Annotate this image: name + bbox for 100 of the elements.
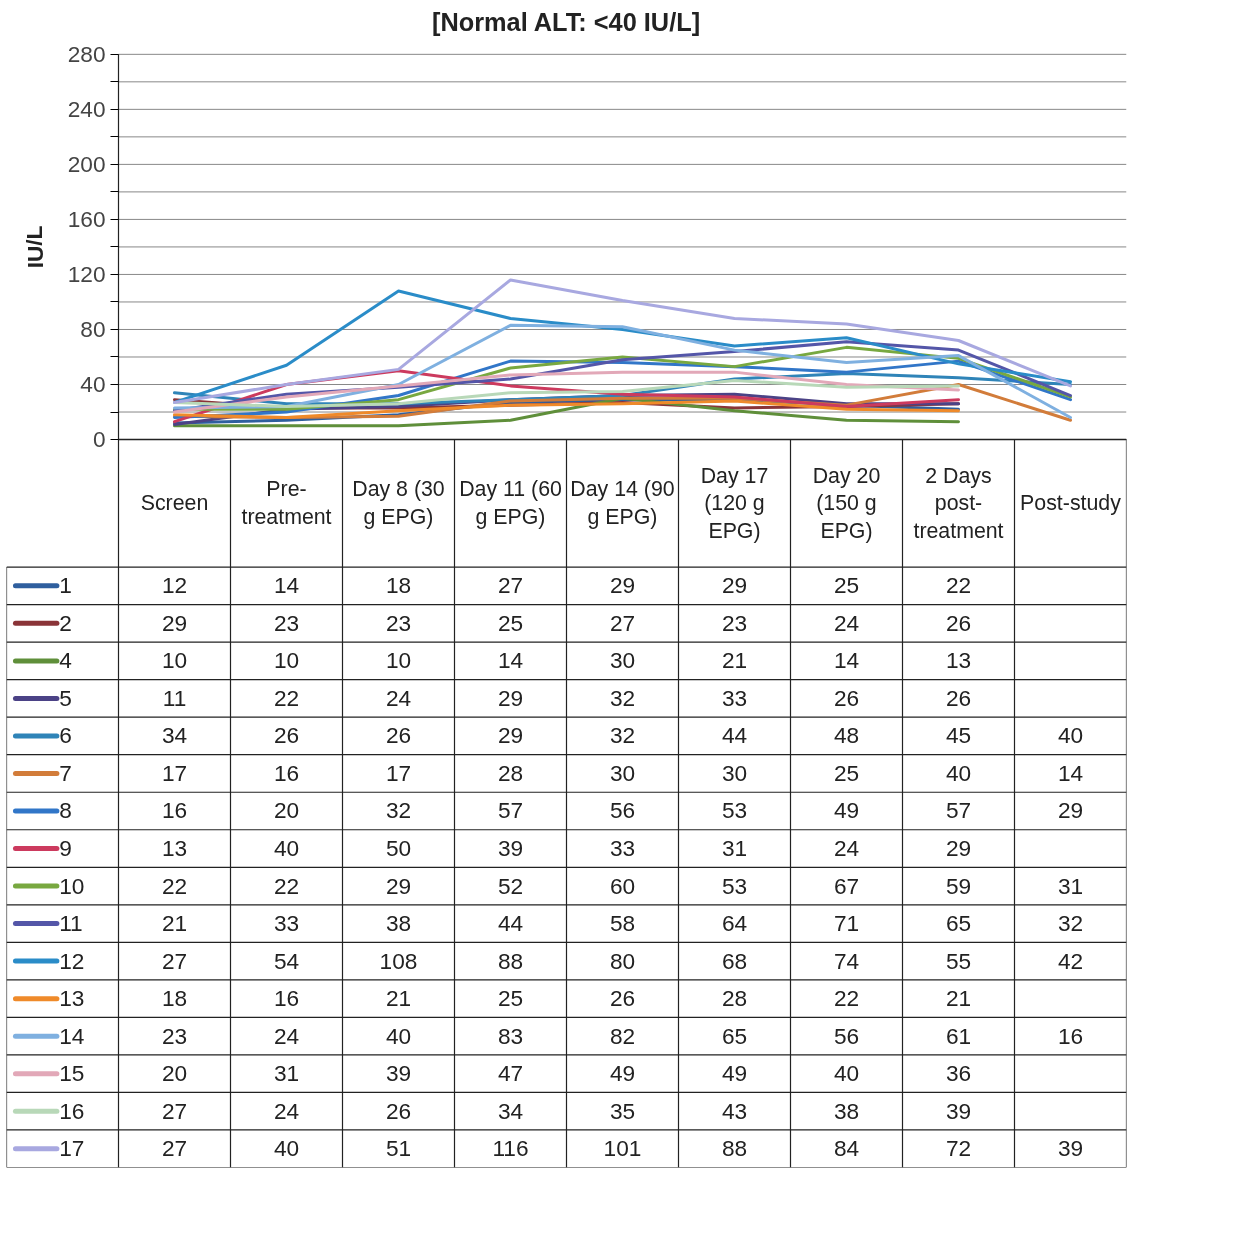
data-label: 29 [161,609,188,636]
data-label: 33 [609,835,636,862]
y-tick-label: 200 [67,150,106,177]
data-label: 43 [721,1097,748,1124]
data-label: 40 [945,759,972,786]
data-label: 32 [385,797,412,824]
data-label: 74 [833,947,860,974]
data-label: 48 [833,722,860,749]
data-label: 24 [273,1022,300,1049]
x-tick-label: 2 Days post-treatment [913,463,1004,543]
data-label: 27 [161,1097,188,1124]
data-label: 10 [385,647,412,674]
data-label: 29 [385,872,412,899]
data-label: 38 [385,910,412,937]
data-label: 17 [161,759,188,786]
legend-label: 13 [59,985,85,1012]
data-label: 22 [273,684,300,711]
data-label: 21 [161,910,188,937]
x-tick-label: Post-study [1020,491,1122,516]
data-label: 51 [385,1135,412,1162]
legend-label: 10 [59,872,85,899]
x-tick-label: Screen [140,491,209,516]
data-label: 12 [161,572,188,599]
data-label: 55 [945,947,972,974]
data-label: 32 [1057,910,1084,937]
data-label: 53 [721,797,748,824]
data-label: 16 [161,797,188,824]
data-label: 14 [497,647,524,674]
data-label: 14 [273,572,300,599]
data-label: 32 [609,722,636,749]
data-label: 24 [833,609,860,636]
data-label: 22 [945,572,972,599]
y-tick-label: 0 [92,426,106,453]
y-tick-label: 160 [67,205,106,232]
data-label: 83 [497,1022,524,1049]
data-label: 34 [161,722,188,749]
data-label: 26 [833,684,860,711]
data-label: 88 [497,947,524,974]
data-label: 23 [385,609,412,636]
data-label: 35 [609,1097,636,1124]
data-label: 25 [497,985,524,1012]
data-label: 39 [497,835,524,862]
y-tick-label: 120 [67,260,106,287]
data-label: 44 [721,722,748,749]
data-label: 33 [273,910,300,937]
data-label: 31 [273,1060,300,1087]
data-label: 26 [385,722,412,749]
data-label: 29 [945,835,972,862]
data-label: 27 [609,609,636,636]
data-label: 40 [1057,722,1084,749]
data-label: 10 [161,647,188,674]
data-label: 54 [273,947,300,974]
data-label: 40 [833,1060,860,1087]
data-label: 33 [721,684,748,711]
data-label: 67 [833,872,860,899]
data-label: 21 [945,985,972,1012]
data-label: 30 [721,759,748,786]
data-label: 44 [497,910,524,937]
x-tick-label: Day 20 (150 g EPG) [812,463,881,543]
data-label: 22 [273,872,300,899]
chart-title: [Normal ALT: <40 IU/L] [431,7,701,36]
data-label: 16 [273,985,300,1012]
data-label: 29 [497,722,524,749]
x-tick-label: Day 14 (90 g EPG) [570,477,675,530]
data-label: 29 [1057,797,1084,824]
data-label: 72 [945,1135,972,1162]
data-label: 56 [609,797,636,824]
data-label: 23 [273,609,300,636]
data-label: 13 [945,647,972,674]
data-label: 29 [609,572,636,599]
data-label: 40 [273,1135,300,1162]
data-label: 24 [833,835,860,862]
x-tick-label: Day 17 (120 g EPG) [700,463,769,543]
data-label: 31 [1057,872,1084,899]
data-label: 108 [379,947,418,974]
legend-label: 12 [59,947,85,974]
data-label: 23 [161,1022,188,1049]
data-label: 30 [609,647,636,674]
data-label: 18 [161,985,188,1012]
data-label: 29 [497,684,524,711]
data-label: 82 [609,1022,636,1049]
y-tick-label: 280 [67,40,106,67]
data-label: 40 [273,835,300,862]
data-label: 65 [945,910,972,937]
data-label: 84 [833,1135,860,1162]
data-label: 39 [1057,1135,1084,1162]
x-tick-label: Day 11 (60 g EPG) [459,477,563,530]
legend-label: 4 [59,647,72,674]
data-label: 49 [609,1060,636,1087]
data-label: 20 [161,1060,188,1087]
legend-label: 6 [59,722,72,749]
data-label: 24 [273,1097,300,1124]
data-label: 25 [497,609,524,636]
data-label: 32 [609,684,636,711]
legend-label: 2 [59,609,72,636]
data-label: 10 [273,647,300,674]
data-label: 64 [721,910,748,937]
data-label: 49 [833,797,860,824]
legend-label: 16 [59,1097,85,1124]
data-label: 52 [497,872,524,899]
